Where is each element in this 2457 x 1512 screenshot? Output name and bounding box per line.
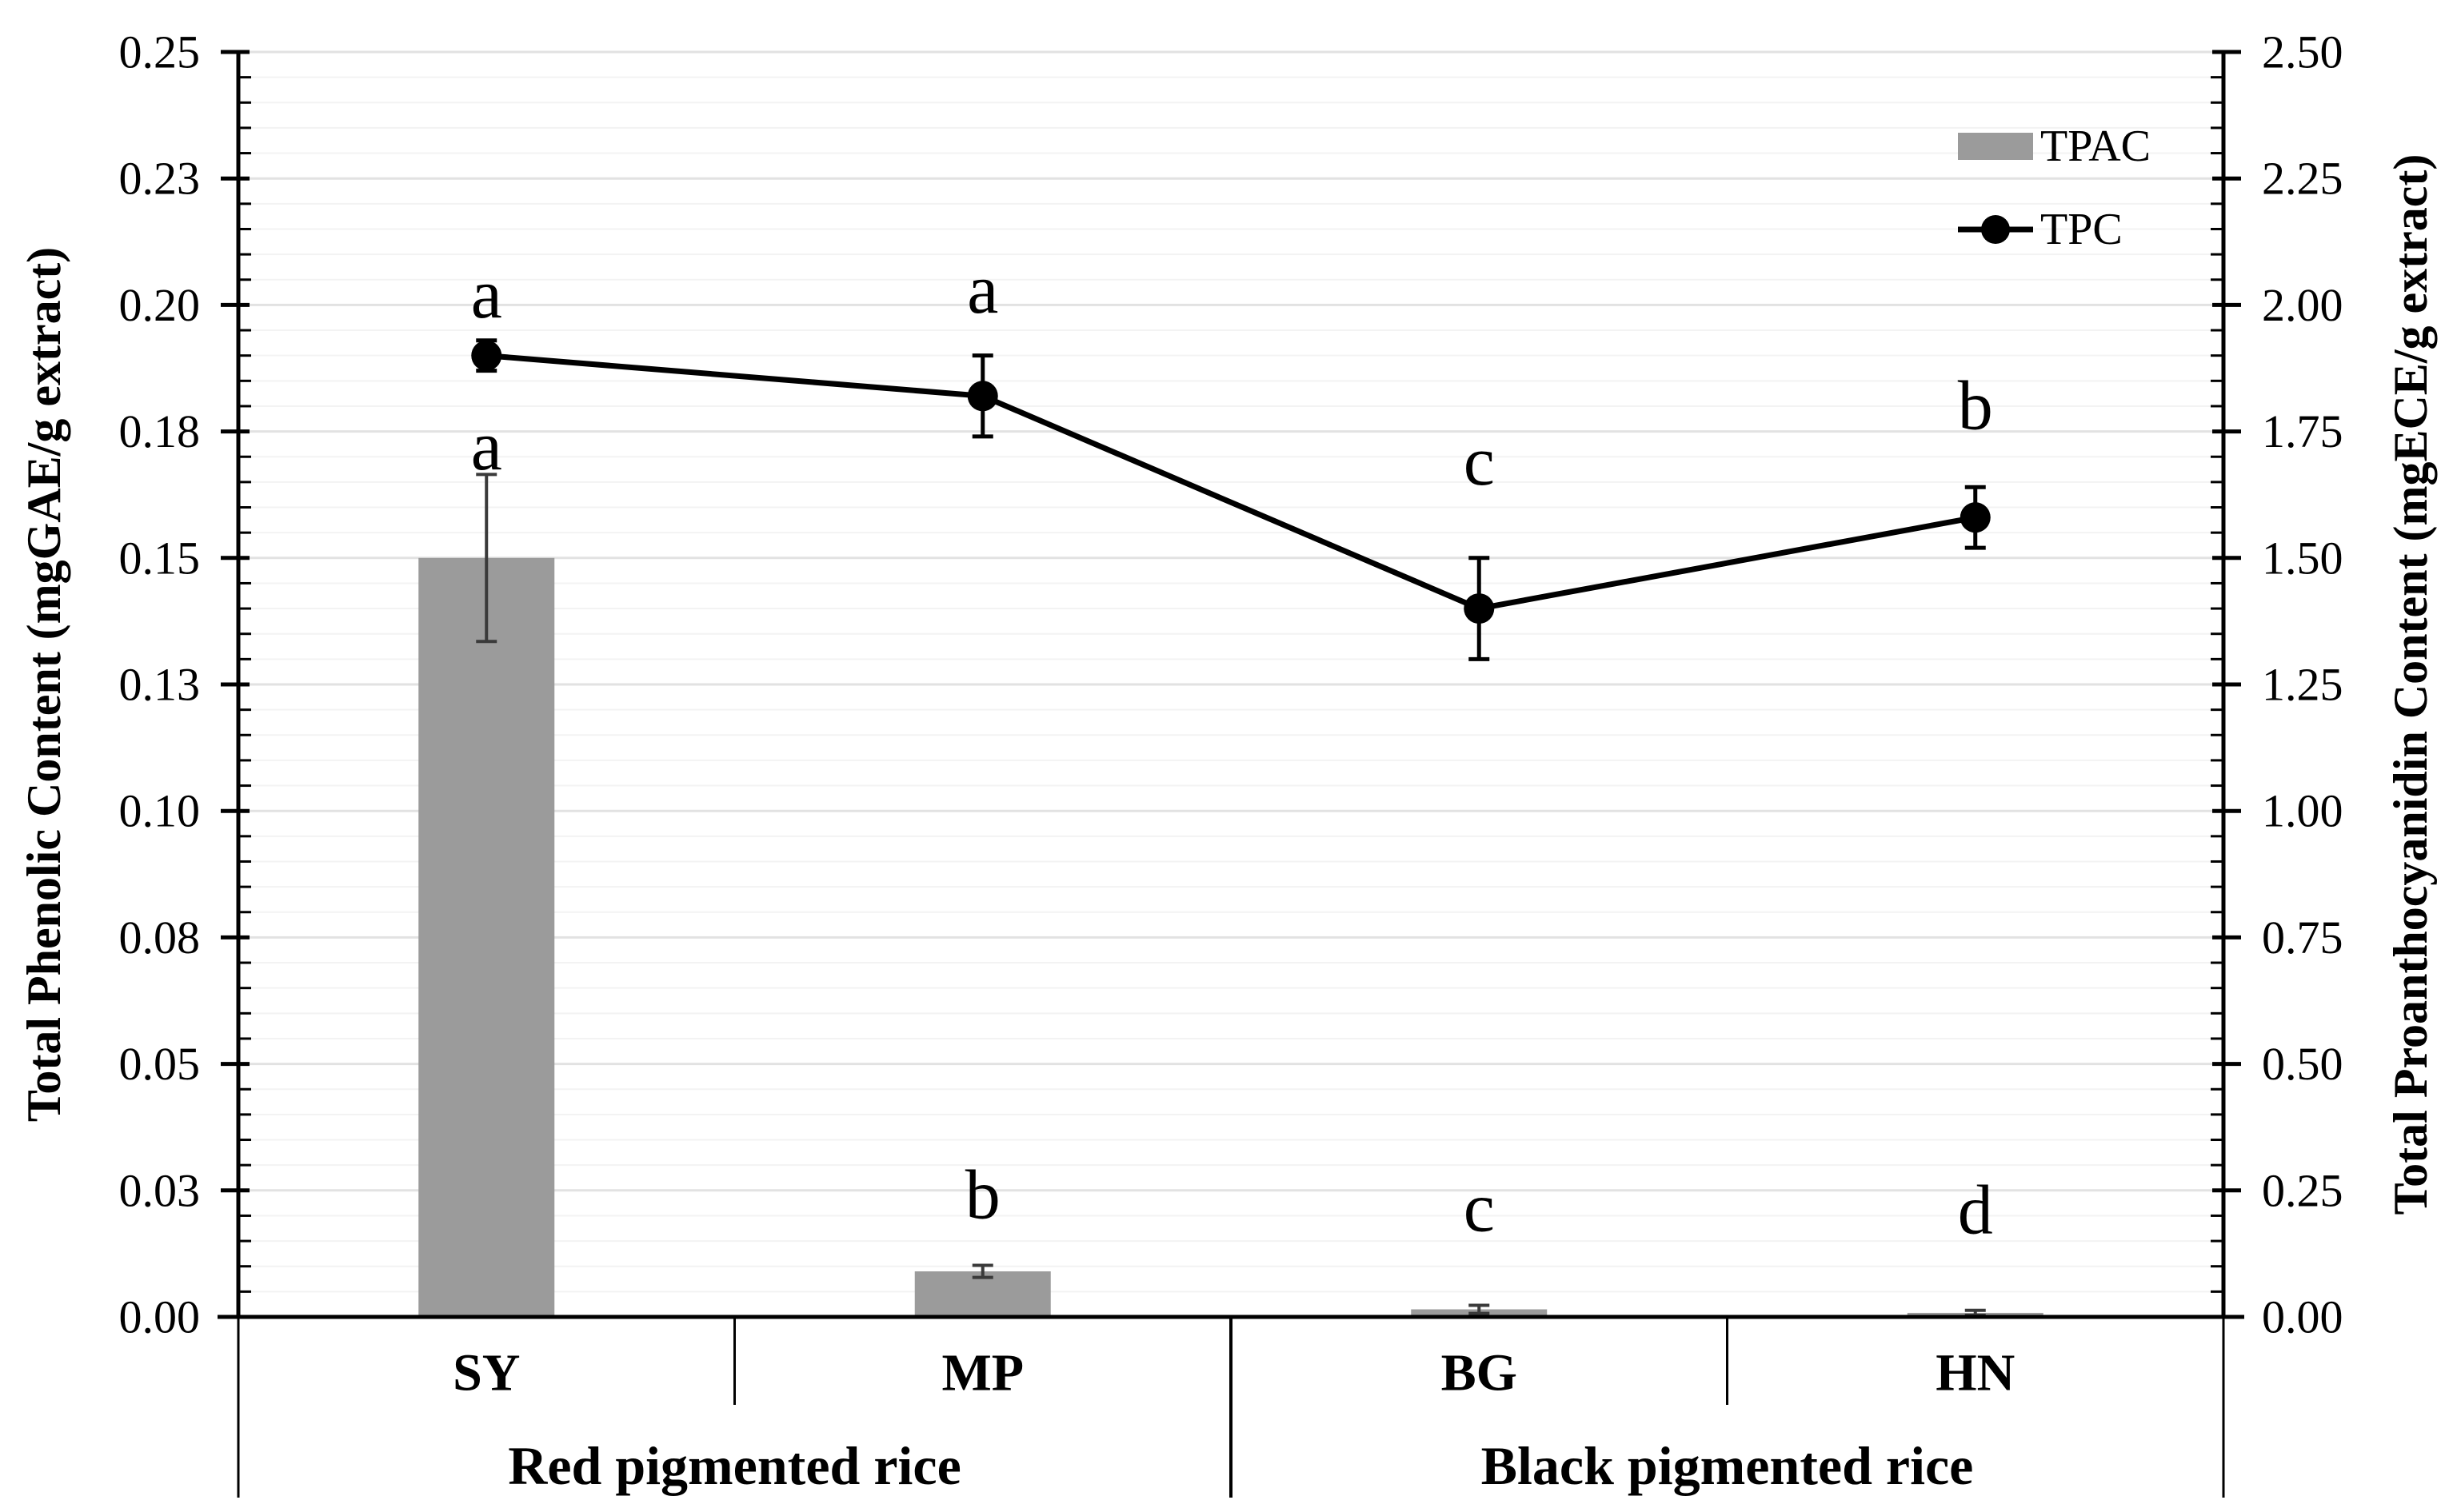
left-tick-label: 0.15: [119, 532, 201, 584]
sig-letter-tpc-SY: a: [471, 256, 502, 333]
left-tick-label: 0.25: [119, 26, 201, 78]
sig-letter-tpac-MP: b: [965, 1157, 1001, 1235]
group-label-black: Black pigmented rice: [1481, 1435, 1974, 1496]
right-tick-label: 2.00: [2262, 279, 2343, 331]
category-label-MP: MP: [941, 1344, 1024, 1402]
right-tick-label: 0.25: [2262, 1164, 2343, 1216]
bar-tpac-SY: [418, 557, 555, 1317]
left-tick-label: 0.03: [119, 1164, 201, 1216]
left-tick-label: 0.18: [119, 405, 201, 457]
tpc-marker-BG: [1464, 593, 1495, 624]
left-axis-title: Total Phenolic Content (mgGAE/g extract): [18, 247, 70, 1122]
category-label-SY: SY: [453, 1344, 520, 1402]
sig-letter-tpc-BG: c: [1464, 423, 1495, 501]
right-tick-label: 0.50: [2262, 1038, 2343, 1090]
tpc-line: [485, 353, 1976, 612]
right-tick-label: 0.75: [2262, 912, 2343, 963]
left-tick-label: 0.05: [119, 1038, 201, 1090]
left-tick-label: 0.13: [119, 659, 201, 711]
left-tick-label: 0.20: [119, 279, 201, 331]
right-tick-label: 1.25: [2262, 659, 2343, 711]
right-axis-title: Total Proanthocyanidin Content (mgECE/g …: [2384, 154, 2437, 1215]
sig-letter-tpac-BG: c: [1464, 1169, 1495, 1247]
sig-letter-tpac-SY: a: [471, 408, 502, 485]
right-tick-label: 2.25: [2262, 153, 2343, 205]
tpc-marker-SY: [471, 340, 502, 371]
tpc-marker-HN: [1960, 502, 1991, 533]
legend-label-tpc: TPC: [2040, 205, 2123, 254]
tpc-marker-MP: [967, 381, 998, 412]
legend-marker-tpc: [1981, 215, 2010, 244]
right-tick-label: 1.00: [2262, 785, 2343, 837]
legend-swatch-tpac: [1958, 133, 2033, 160]
right-tick-label: 0.00: [2262, 1291, 2343, 1343]
right-tick-label: 1.50: [2262, 532, 2343, 584]
legend-label-tpac: TPAC: [2040, 122, 2151, 171]
right-tick-label: 2.50: [2262, 26, 2343, 78]
sig-letter-tpc-HN: b: [1958, 367, 1993, 445]
sig-letter-tpc-MP: a: [967, 251, 998, 329]
left-tick-label: 0.00: [119, 1291, 201, 1343]
left-tick-label: 0.23: [119, 153, 201, 205]
left-tick-label: 0.08: [119, 912, 201, 963]
sig-letter-tpac-HN: d: [1958, 1172, 1993, 1250]
category-label-BG: BG: [1441, 1344, 1517, 1402]
category-label-HN: HN: [1936, 1344, 2015, 1402]
left-tick-label: 0.10: [119, 785, 201, 837]
group-label-red: Red pigmented rice: [508, 1435, 961, 1496]
right-tick-label: 1.75: [2262, 405, 2343, 457]
